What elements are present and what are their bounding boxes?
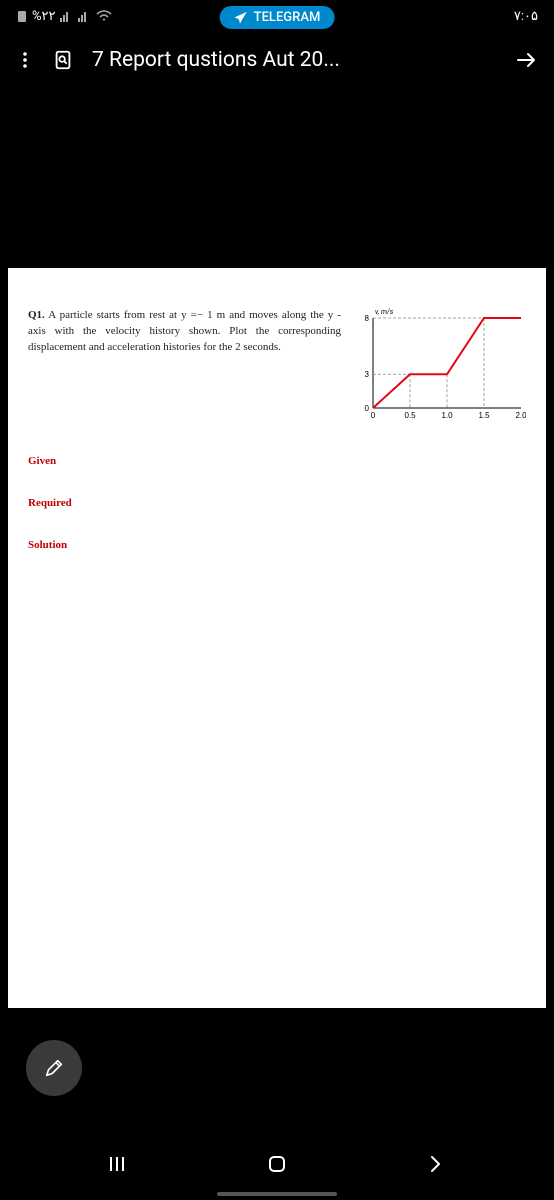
velocity-chart: 0 0.5 1.0 1.5 2.0 0 3 8 v, m/s bbox=[351, 308, 526, 433]
arrow-right-icon bbox=[514, 48, 538, 72]
wifi-icon bbox=[96, 10, 112, 22]
status-right: ۷:۰۵ bbox=[514, 9, 538, 24]
status-left: %۲۲ bbox=[16, 9, 112, 24]
chart-y-label: v, m/s bbox=[375, 308, 394, 316]
home-indicator bbox=[217, 1192, 337, 1196]
svg-text:1.0: 1.0 bbox=[441, 411, 453, 420]
recents-button[interactable] bbox=[89, 1153, 149, 1175]
question-body: A particle starts from rest at y =− 1 m … bbox=[28, 309, 341, 353]
sim-icon bbox=[16, 9, 28, 23]
back-button[interactable] bbox=[514, 48, 538, 72]
app-header: 7 Report qustions Aut 20... bbox=[0, 32, 554, 88]
system-nav-bar bbox=[0, 1140, 554, 1200]
edit-fab[interactable] bbox=[26, 1040, 82, 1096]
doc-content-row: Q1. A particle starts from rest at y =− … bbox=[28, 308, 526, 433]
telegram-notification[interactable]: TELEGRAM bbox=[220, 6, 335, 29]
document-page[interactable]: Q1. A particle starts from rest at y =− … bbox=[8, 268, 546, 1008]
svg-text:0: 0 bbox=[365, 404, 370, 413]
question-paragraph: Q1. A particle starts from rest at y =− … bbox=[28, 308, 341, 356]
clock-text: ۷:۰۵ bbox=[514, 9, 538, 24]
back-nav-button[interactable] bbox=[405, 1153, 465, 1175]
signal-icon-2 bbox=[78, 10, 92, 22]
telegram-icon bbox=[234, 11, 248, 25]
svg-text:3: 3 bbox=[365, 370, 370, 379]
telegram-label: TELEGRAM bbox=[254, 10, 321, 25]
given-label: Given bbox=[28, 455, 526, 467]
more-vertical-icon bbox=[16, 51, 34, 69]
svg-text:2.0: 2.0 bbox=[515, 411, 526, 420]
question-text-block: Q1. A particle starts from rest at y =− … bbox=[28, 308, 341, 433]
battery-text: %۲۲ bbox=[32, 9, 56, 24]
solution-label: Solution bbox=[28, 539, 526, 551]
svg-text:8: 8 bbox=[365, 314, 370, 323]
more-menu-button[interactable] bbox=[16, 51, 34, 69]
home-button[interactable] bbox=[247, 1153, 307, 1175]
pencil-icon bbox=[43, 1057, 65, 1079]
search-in-doc-button[interactable] bbox=[52, 49, 74, 71]
chevron-right-icon bbox=[424, 1153, 446, 1175]
status-bar: %۲۲ TELEGRAM ۷:۰۵ bbox=[0, 0, 554, 32]
document-title: 7 Report qustions Aut 20... bbox=[92, 48, 496, 72]
home-icon bbox=[266, 1153, 288, 1175]
chart-svg: 0 0.5 1.0 1.5 2.0 0 3 8 v, m/s bbox=[351, 308, 526, 433]
svg-text:0.5: 0.5 bbox=[404, 411, 416, 420]
recents-icon bbox=[108, 1153, 130, 1175]
svg-text:1.5: 1.5 bbox=[478, 411, 490, 420]
question-number: Q1. bbox=[28, 309, 45, 321]
svg-text:0: 0 bbox=[371, 411, 376, 420]
document-search-icon bbox=[52, 49, 74, 71]
required-label: Required bbox=[28, 497, 526, 509]
signal-icon-1 bbox=[60, 10, 74, 22]
